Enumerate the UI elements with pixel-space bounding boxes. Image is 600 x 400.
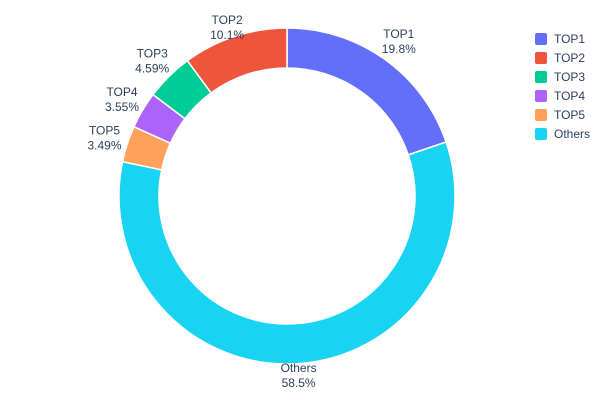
slice-label-top1: TOP1 19.8%	[382, 27, 416, 56]
legend-label: TOP4	[553, 89, 586, 103]
legend-swatch-icon	[534, 52, 547, 64]
legend-label: TOP2	[553, 51, 586, 65]
legend-item-others[interactable]: Others	[534, 127, 590, 141]
slice-label-top3: TOP3 4.59%	[135, 46, 169, 75]
legend-item-top2[interactable]: TOP2	[534, 51, 590, 65]
legend-label: TOP5	[553, 108, 586, 122]
legend-swatch-icon	[534, 128, 547, 140]
legend-swatch-icon	[534, 90, 547, 102]
pie-slice-others[interactable]	[118, 141, 456, 365]
legend-item-top3[interactable]: TOP3	[534, 70, 590, 84]
legend-swatch-icon	[534, 71, 547, 83]
slice-label-top4: TOP4 3.55%	[105, 85, 139, 114]
pie-slice-top1[interactable]	[286, 27, 448, 156]
legend-item-top1[interactable]: TOP1	[534, 32, 590, 46]
legend-item-top4[interactable]: TOP4	[534, 89, 590, 103]
slice-label-top5: TOP5 3.49%	[87, 123, 121, 152]
legend-label: TOP1	[553, 32, 586, 46]
legend-swatch-icon	[534, 109, 547, 121]
slice-label-others: Others 58.5%	[281, 361, 317, 390]
legend-swatch-icon	[534, 33, 547, 45]
legend: TOP1 TOP2 TOP3 TOP4 TOP5 Others	[534, 32, 590, 141]
pie-slice-top2[interactable]	[186, 27, 288, 94]
slice-label-top2: TOP2 10.1%	[210, 13, 244, 42]
legend-label: TOP3	[553, 70, 586, 84]
legend-label: Others	[553, 127, 590, 141]
legend-item-top5[interactable]: TOP5	[534, 108, 590, 122]
